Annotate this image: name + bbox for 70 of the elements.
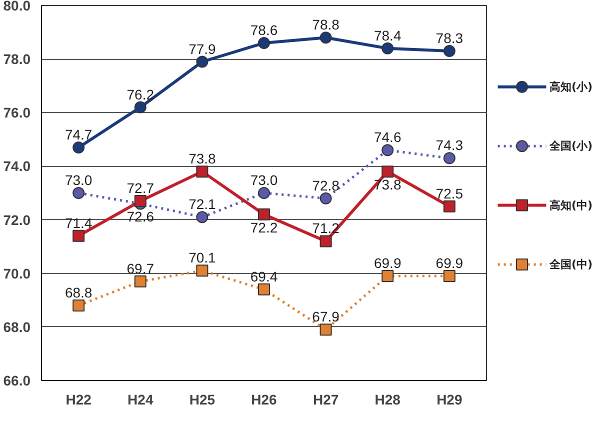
data-label: 69.9 bbox=[436, 255, 464, 272]
point bbox=[258, 208, 270, 220]
point bbox=[72, 187, 85, 199]
point bbox=[72, 230, 85, 242]
data-label: 67.9 bbox=[312, 308, 340, 325]
legend-label: 全国(中) bbox=[548, 258, 593, 271]
data-label: 72.2 bbox=[250, 219, 278, 236]
point bbox=[134, 101, 146, 114]
y-tick-label: 72.0 bbox=[3, 212, 31, 228]
point bbox=[134, 275, 146, 288]
x-tick-label: H24 bbox=[128, 392, 154, 408]
point bbox=[443, 45, 456, 58]
point bbox=[443, 270, 456, 282]
point bbox=[196, 211, 208, 224]
x-tick-label: H26 bbox=[251, 392, 278, 408]
legend-label: 高知(中) bbox=[550, 198, 593, 212]
data-label: 73.0 bbox=[250, 172, 278, 188]
y-tick-label: 74.0 bbox=[3, 158, 31, 174]
point bbox=[134, 195, 146, 208]
data-label: 68.8 bbox=[64, 284, 92, 300]
data-label: 78.4 bbox=[374, 27, 402, 44]
point bbox=[72, 300, 85, 312]
point bbox=[196, 264, 208, 277]
x-tick-label: H28 bbox=[374, 392, 401, 408]
x-tick-label: H22 bbox=[66, 392, 92, 408]
data-label: 72.1 bbox=[188, 196, 216, 212]
data-label: 78.3 bbox=[436, 30, 464, 46]
y-tick-label: 76.0 bbox=[3, 104, 31, 121]
legend-label: 全国(小) bbox=[548, 140, 593, 153]
data-label: 77.9 bbox=[188, 40, 216, 57]
y-tick-label: 78.0 bbox=[3, 51, 31, 68]
point bbox=[72, 141, 85, 154]
x-tick-label: H29 bbox=[436, 392, 462, 408]
data-label: 72.8 bbox=[312, 177, 340, 194]
y-tick-label: 70.0 bbox=[3, 265, 31, 282]
data-label: 72.7 bbox=[126, 180, 154, 196]
point bbox=[320, 324, 332, 336]
x-tick-label: H27 bbox=[312, 392, 339, 408]
data-label: 69.7 bbox=[126, 260, 154, 276]
data-label: 69.9 bbox=[374, 255, 402, 272]
y-tick-label: 66.0 bbox=[3, 372, 31, 388]
legend-label: 高知(小) bbox=[550, 80, 593, 94]
point bbox=[196, 56, 208, 68]
point bbox=[382, 144, 394, 156]
y-tick-label: 68.0 bbox=[3, 318, 31, 335]
data-label: 74.6 bbox=[374, 129, 402, 146]
point bbox=[382, 166, 394, 178]
point bbox=[320, 192, 332, 204]
point bbox=[258, 187, 270, 199]
data-label: 78.6 bbox=[250, 22, 278, 38]
data-label: 70.1 bbox=[188, 250, 216, 266]
point bbox=[258, 283, 270, 296]
y-tick-label: 80.0 bbox=[3, 0, 31, 14]
point bbox=[196, 166, 208, 178]
data-label: 72.5 bbox=[436, 185, 464, 202]
data-label: 71.4 bbox=[64, 214, 92, 231]
data-label: 78.8 bbox=[312, 16, 340, 33]
point bbox=[443, 200, 456, 212]
point bbox=[443, 152, 456, 164]
x-tick-label: H25 bbox=[189, 392, 216, 408]
data-label: 74.3 bbox=[436, 137, 464, 154]
data-label: 73.0 bbox=[64, 172, 92, 188]
point bbox=[258, 37, 270, 49]
data-label: 76.2 bbox=[126, 86, 154, 102]
point bbox=[320, 235, 332, 248]
point bbox=[382, 42, 394, 54]
data-label: 73.8 bbox=[188, 150, 216, 167]
data-label: 74.7 bbox=[64, 126, 92, 142]
point bbox=[320, 32, 332, 44]
point bbox=[382, 270, 394, 282]
